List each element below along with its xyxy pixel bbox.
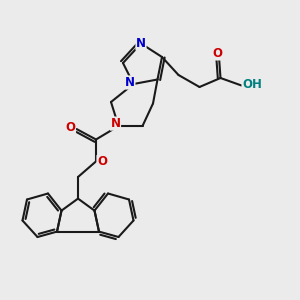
Text: N: N (110, 117, 121, 130)
Text: N: N (136, 37, 146, 50)
Text: O: O (97, 155, 107, 169)
Text: O: O (212, 47, 223, 60)
Text: O: O (65, 121, 76, 134)
Text: OH: OH (242, 77, 262, 91)
Text: N: N (125, 76, 135, 89)
